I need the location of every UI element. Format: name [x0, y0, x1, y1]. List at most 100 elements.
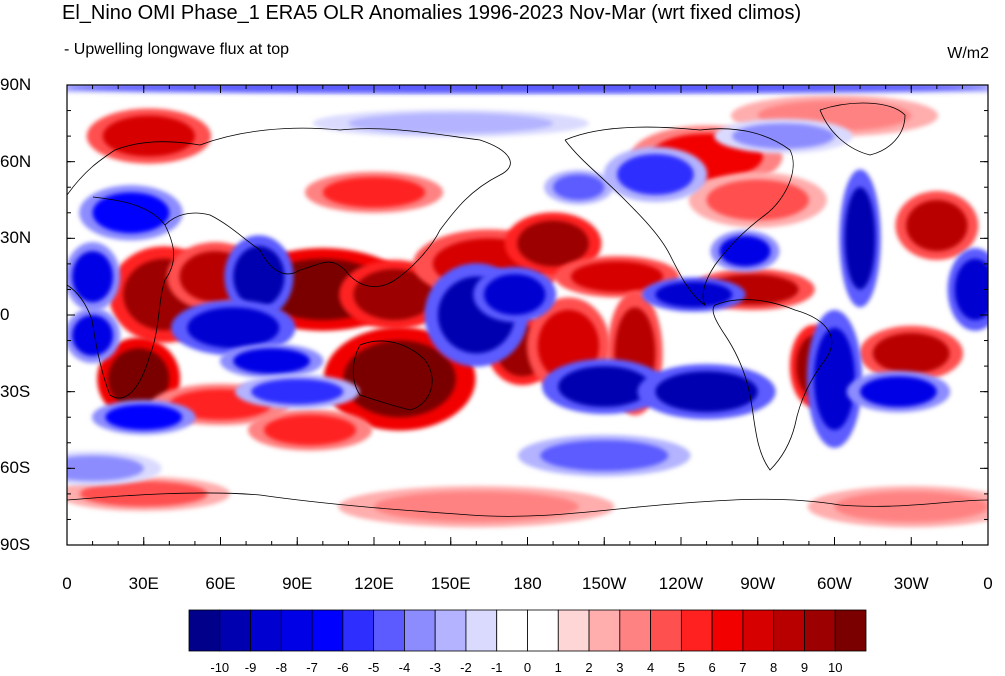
colorbar-swatch: [280, 609, 313, 652]
lat-tick-label: 90N: [0, 75, 32, 94]
colorbar-swatch: [465, 609, 498, 652]
lat-tick-label: 30N: [0, 228, 32, 248]
colorbar-swatch: [711, 609, 744, 652]
anomaly-blob: [814, 327, 855, 430]
colorbar-swatch: [834, 609, 867, 652]
colorbar-label: 9: [800, 660, 809, 675]
coast-eurasia: [67, 127, 511, 287]
anomaly-blob: [374, 491, 579, 522]
anomaly-blob: [719, 235, 771, 267]
colorbar-swatch: [311, 609, 344, 652]
colorbar-swatch: [434, 609, 467, 652]
colorbar-swatch: [680, 609, 713, 652]
colorbar-label: -1: [490, 660, 503, 675]
colorbar-label: 4: [646, 660, 655, 675]
anomaly-blob: [617, 154, 694, 195]
anomaly-blob: [706, 179, 809, 221]
colorbar-swatch: [619, 609, 651, 652]
anomaly-blob: [107, 348, 170, 410]
lon-tick-label: 120E: [354, 574, 394, 593]
lat-tick-label: 60S: [0, 458, 31, 478]
anomaly-blob: [67, 455, 144, 482]
colorbar-swatch: [404, 609, 436, 652]
lat-tick-label: 60N: [0, 151, 32, 171]
anomaly-blob: [348, 113, 554, 134]
colorbar-label: 7: [739, 660, 747, 675]
anomaly-blob: [872, 332, 950, 374]
colorbar-swatch: [496, 609, 528, 652]
lon-tick-label: 150E: [430, 574, 471, 593]
anomaly-blob: [570, 261, 664, 292]
coast-africa: [67, 196, 175, 399]
colorbar-label: 8: [770, 660, 778, 675]
colorbar-swatch: [742, 609, 775, 652]
lon-tick-label: 90E: [282, 574, 313, 593]
lat-tick-label: 30S: [0, 381, 31, 401]
colorbar-label: 5: [677, 660, 685, 675]
anomaly-blob: [540, 440, 669, 471]
colorbar-swatch: [373, 609, 405, 652]
coast-greenland: [819, 102, 906, 156]
units-label: W/m2: [947, 45, 989, 62]
lon-tick-label: 60E: [205, 574, 236, 593]
anomaly-blob: [484, 274, 546, 315]
colorbar-swatch: [804, 609, 836, 652]
anomaly-blob: [834, 491, 988, 522]
colorbar-label: -2: [460, 660, 472, 675]
lat-tick-label: 0: [0, 305, 10, 324]
coast-antarctica: [67, 492, 988, 517]
colorbar-swatch: [188, 609, 221, 652]
colorbar-label: 3: [616, 660, 624, 675]
anomaly-blob: [105, 404, 183, 430]
lon-tick-label: 30W: [893, 574, 929, 593]
anomaly-blob: [263, 414, 357, 446]
anomaly-blob: [844, 187, 876, 290]
colorbar-label: -10: [210, 660, 230, 675]
colorbar-label: -4: [398, 660, 411, 675]
colorbar-label: -6: [337, 660, 349, 675]
coast-n-america: [564, 126, 794, 307]
plot-title: El_Nino OMI Phase_1 ERA5 OLR Anomalies 1…: [62, 2, 802, 24]
lon-tick-label: 150W: [582, 574, 627, 593]
anomaly-blob: [343, 340, 456, 418]
colorbar-swatch: [219, 609, 251, 652]
anomaly-blob: [517, 220, 589, 267]
lon-tick-label: 180: [513, 574, 542, 593]
lon-tick-label: 0: [983, 574, 993, 593]
anomaly-blob: [558, 366, 651, 407]
colorbar-label: 10: [827, 660, 843, 675]
colorbar-label: 1: [554, 660, 562, 675]
coast-s-america: [712, 299, 833, 471]
colorbar-swatch: [588, 609, 621, 652]
colorbar-label: -5: [367, 660, 380, 675]
coastlines: [67, 102, 988, 517]
colorbar-swatch: [773, 609, 805, 652]
colorbar-swatch: [342, 609, 375, 652]
anomaly-blob: [233, 245, 285, 308]
anomaly-blob: [79, 481, 208, 507]
colorbar-swatch: [650, 609, 682, 652]
anomaly-blob: [233, 348, 311, 374]
lon-tick-label: 90W: [740, 574, 776, 593]
axis-ticks: [66, 84, 989, 546]
colorbar-label: 0: [523, 660, 532, 675]
anomaly-blob: [553, 174, 605, 201]
lon-tick-label: 0: [62, 574, 72, 593]
anomaly-blob: [732, 123, 835, 149]
anomaly-blob: [906, 200, 968, 252]
anomaly-blob: [655, 371, 758, 413]
colorbar: [188, 609, 867, 652]
colorbar-label: -3: [429, 660, 441, 675]
colorbar-label: 2: [585, 660, 593, 675]
lon-tick-label: 120W: [658, 574, 704, 593]
anomaly-blob: [954, 258, 988, 321]
colorbar-label: 6: [708, 660, 716, 675]
anomaly-blob: [187, 307, 280, 349]
anomaly-blob: [322, 177, 426, 208]
colorbar-swatch: [527, 609, 559, 652]
lon-tick-label: 30E: [128, 574, 159, 593]
plot-subtitle: - Upwelling longwave flux at top: [64, 41, 290, 58]
anomaly-blob: [72, 315, 114, 356]
colorbar-label: -8: [275, 660, 288, 675]
anomaly-blob: [353, 269, 436, 321]
